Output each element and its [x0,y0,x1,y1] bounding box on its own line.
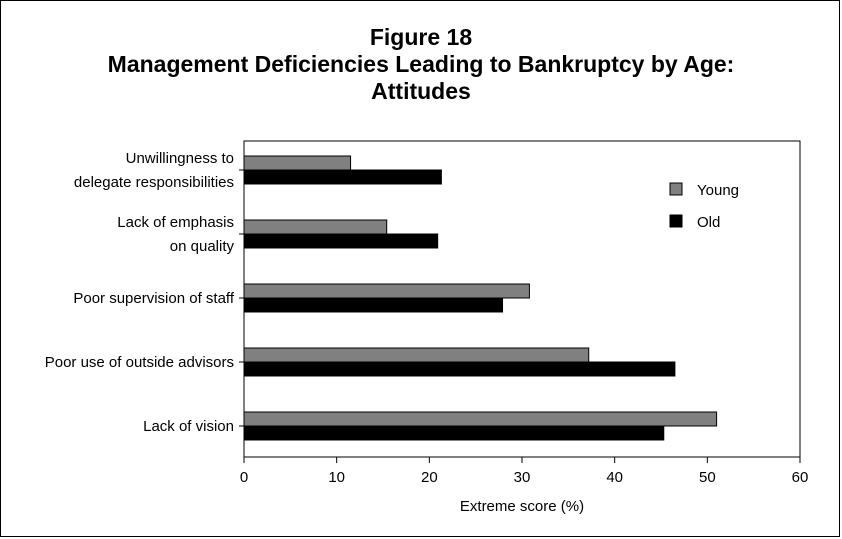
title-line-3: Attitudes [371,78,471,104]
category-label: Unwillingness to [126,150,234,167]
x-tick-label: 10 [328,469,345,486]
bar-young-2 [243,283,530,299]
x-tick-label: 60 [792,469,809,486]
chart-title: Figure 18 Management Deficiencies Leadin… [0,24,842,105]
bar-young-3 [243,347,590,363]
category-label: Poor supervision of staff [73,290,234,307]
legend-swatch-old [669,214,683,228]
category-label: Poor use of outside advisors [45,354,234,371]
x-axis-label: Extreme score (%) [460,498,584,515]
legend: Young Old [669,182,739,231]
legend-label-old: Old [697,214,720,231]
bar-young-4 [243,411,718,427]
x-tick-label: 50 [699,469,716,486]
category-label: on quality [170,238,235,255]
x-tick-label: 0 [240,469,248,486]
bar-young-0 [243,155,352,171]
title-line-2: Management Deficiencies Leading to Bankr… [107,51,735,77]
bar-old-4 [243,425,665,441]
x-axis-ticks: 0 10 20 30 40 50 60 [240,457,809,486]
bar-old-2 [243,297,504,313]
x-tick-label: 40 [606,469,623,486]
bars-group [243,155,718,441]
category-label: Lack of vision [143,418,234,435]
legend-label-young: Young [697,182,739,199]
category-labels: Unwillingness to delegate responsibilitie… [45,150,244,435]
category-label: Lack of emphasis [117,214,234,231]
bar-old-3 [243,361,676,377]
category-label: delegate responsibilities [74,174,234,191]
title-line-1: Figure 18 [369,24,473,50]
x-tick-label: 30 [514,469,531,486]
bar-old-0 [243,169,442,185]
x-tick-label: 20 [421,469,438,486]
legend-swatch-young [669,182,683,196]
bar-old-1 [243,233,439,249]
bar-young-1 [243,219,388,235]
